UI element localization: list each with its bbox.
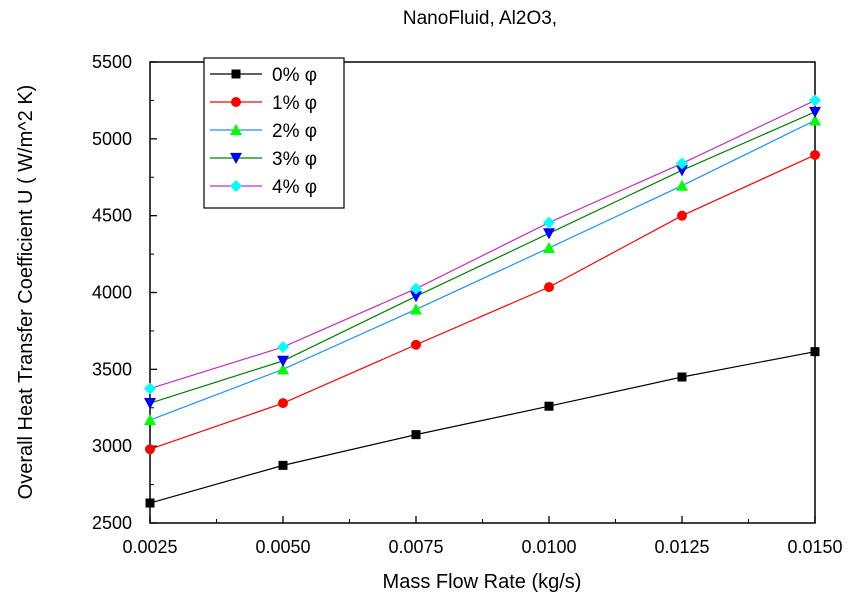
data-point (410, 291, 422, 303)
data-point (809, 114, 821, 126)
legend: 0% φ 1% φ 2% φ 3% φ 4% φ (203, 57, 345, 209)
data-point (677, 210, 687, 221)
x-axis: 0.0025 0.0050 0.0075 0.0100 0.0125 0.0150 (122, 516, 843, 557)
series-3 (144, 106, 821, 410)
legend-marker (231, 69, 241, 79)
x-tick-label: 0.0100 (521, 537, 576, 557)
data-point (810, 149, 820, 160)
y-tick-label: 4000 (92, 283, 132, 303)
legend-label: 2% φ (272, 121, 317, 142)
legend-marker (230, 124, 242, 136)
data-point (145, 498, 155, 508)
y-tick-label: 4500 (92, 206, 132, 226)
data-point (411, 339, 421, 350)
data-point (145, 444, 155, 455)
y-tick-label: 5000 (92, 129, 132, 149)
legend-label: 4% φ (272, 177, 317, 198)
data-point (676, 165, 688, 177)
series-layer (144, 94, 821, 508)
y-axis: 2500 3000 3500 4000 4500 5000 5500 (92, 52, 157, 533)
series-line (149, 154, 816, 450)
data-point (277, 355, 289, 367)
data-point (544, 401, 554, 411)
data-point (543, 216, 555, 229)
y-tick-label: 5500 (92, 52, 132, 72)
data-point (809, 94, 821, 107)
legend-items: 0% φ 1% φ 2% φ 3% φ 4% φ (210, 65, 317, 198)
data-point (676, 179, 688, 191)
data-point (809, 106, 821, 118)
y-tick-label: 2500 (92, 513, 132, 533)
data-point (144, 398, 156, 410)
data-point (410, 282, 422, 295)
legend-label: 1% φ (272, 93, 317, 114)
series-2 (144, 114, 821, 426)
x-tick-label: 0.0125 (654, 537, 709, 557)
legend-marker (230, 180, 242, 192)
data-point (411, 430, 421, 440)
data-point (144, 414, 156, 426)
legend-label: 3% φ (272, 149, 317, 170)
data-point (144, 382, 156, 395)
series-4 (144, 94, 821, 395)
y-tick-label: 3000 (92, 436, 132, 456)
data-point (277, 363, 289, 375)
legend-marker (230, 152, 242, 164)
data-point (278, 398, 288, 409)
x-tick-label: 0.0150 (787, 537, 842, 557)
series-1 (145, 149, 820, 455)
data-point (544, 282, 554, 293)
y-tick-label: 3500 (92, 359, 132, 379)
data-point (277, 341, 289, 354)
x-tick-label: 0.0050 (255, 537, 310, 557)
series-line (149, 119, 816, 421)
data-point (543, 241, 555, 254)
x-axis-label: Mass Flow Rate (kg/s) (383, 571, 582, 593)
data-point (677, 372, 687, 382)
y-axis-label: Overall Heat Transfer Coefficient U ( W/… (15, 85, 37, 500)
series-line (149, 351, 816, 504)
x-tick-label: 0.0075 (388, 537, 443, 557)
legend-box (203, 57, 345, 209)
data-point (410, 303, 422, 315)
legend-label: 0% φ (272, 65, 317, 86)
data-point (676, 157, 688, 170)
series-line (149, 99, 816, 390)
data-point (810, 347, 820, 357)
data-point (278, 460, 288, 470)
chart-title: NanoFluid, Al2O3, (403, 8, 557, 29)
data-point (543, 228, 555, 240)
legend-marker (231, 97, 241, 107)
series-line (149, 111, 816, 404)
x-tick-label: 0.0025 (122, 537, 177, 557)
series-0 (145, 347, 820, 508)
